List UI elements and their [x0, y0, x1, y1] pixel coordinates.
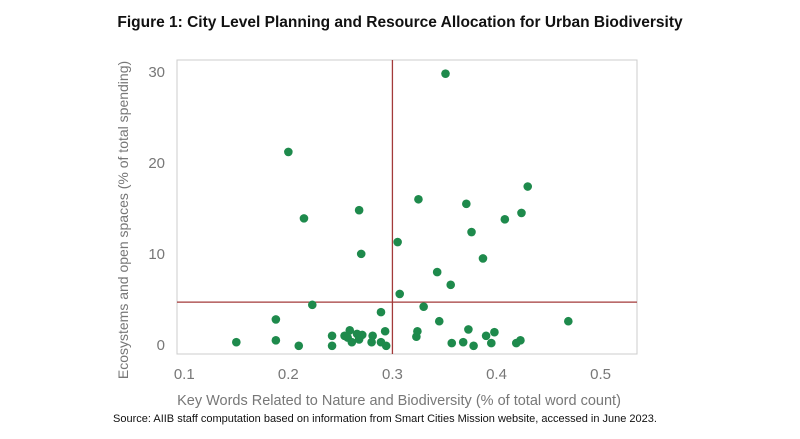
- data-point: [481, 331, 491, 341]
- x-tick-label: 0.2: [278, 366, 299, 383]
- data-point: [412, 332, 421, 342]
- data-point: [347, 337, 357, 347]
- data-point: [462, 199, 471, 209]
- data-point: [511, 338, 521, 348]
- data-point: [517, 208, 526, 218]
- data-point: [327, 341, 337, 351]
- data-point: [486, 338, 496, 348]
- data-point: [381, 341, 391, 351]
- y-tick-label: 20: [148, 155, 165, 172]
- y-axis-label: Ecosystems and open spaces (% of total s…: [115, 61, 131, 379]
- data-point: [284, 147, 293, 157]
- data-point: [271, 315, 281, 324]
- data-point: [367, 337, 376, 347]
- data-point: [434, 316, 444, 326]
- chart-title: Figure 1: City Level Planning and Resour…: [117, 14, 683, 31]
- data-point: [564, 316, 573, 326]
- data-point: [419, 302, 428, 311]
- x-tick-label: 0.3: [382, 366, 403, 383]
- data-point: [523, 182, 533, 191]
- data-point: [478, 254, 488, 263]
- reference-lines: [177, 60, 637, 354]
- data-point: [356, 249, 366, 259]
- x-axis-ticks: 0.1 0.2 0.3 0.4 0.5: [174, 366, 611, 383]
- data-point: [395, 289, 405, 299]
- data-point: [376, 307, 386, 317]
- data-point: [380, 326, 390, 336]
- data-point: [414, 194, 423, 204]
- data-point: [354, 205, 364, 215]
- source-note: Source: AIIB staff computation based on …: [113, 413, 657, 425]
- data-point: [345, 326, 355, 335]
- data-point: [432, 267, 442, 277]
- data-point: [464, 325, 473, 334]
- data-points: [232, 69, 573, 351]
- data-point: [232, 337, 241, 347]
- data-point: [446, 280, 456, 290]
- data-point: [500, 214, 510, 224]
- data-point: [327, 331, 337, 341]
- y-tick-label: 10: [148, 246, 165, 263]
- scatter-plot: 0.1 0.2 0.3 0.4 0.5 0 10 20 30 Key Words Relate…: [115, 59, 638, 409]
- x-tick-label: 0.4: [486, 366, 507, 383]
- data-point: [441, 69, 450, 78]
- data-point: [467, 227, 476, 237]
- x-axis-label: Key Words Related to Nature and Biodiver…: [177, 393, 621, 409]
- data-point: [393, 237, 402, 247]
- x-tick-label: 0.5: [590, 366, 611, 383]
- data-point: [469, 341, 478, 351]
- data-point: [458, 337, 468, 347]
- y-tick-label: 0: [157, 337, 165, 354]
- data-point: [307, 300, 317, 310]
- data-point: [490, 327, 499, 337]
- data-point: [447, 338, 457, 348]
- data-point: [354, 335, 364, 344]
- data-point: [271, 336, 281, 345]
- x-tick-label: 0.1: [174, 366, 195, 383]
- data-point: [299, 214, 309, 223]
- y-axis-ticks: 0 10 20 30: [148, 64, 165, 354]
- data-point: [368, 331, 377, 341]
- data-point: [294, 341, 304, 351]
- y-tick-label: 30: [148, 64, 165, 81]
- plot-frame: [176, 59, 638, 355]
